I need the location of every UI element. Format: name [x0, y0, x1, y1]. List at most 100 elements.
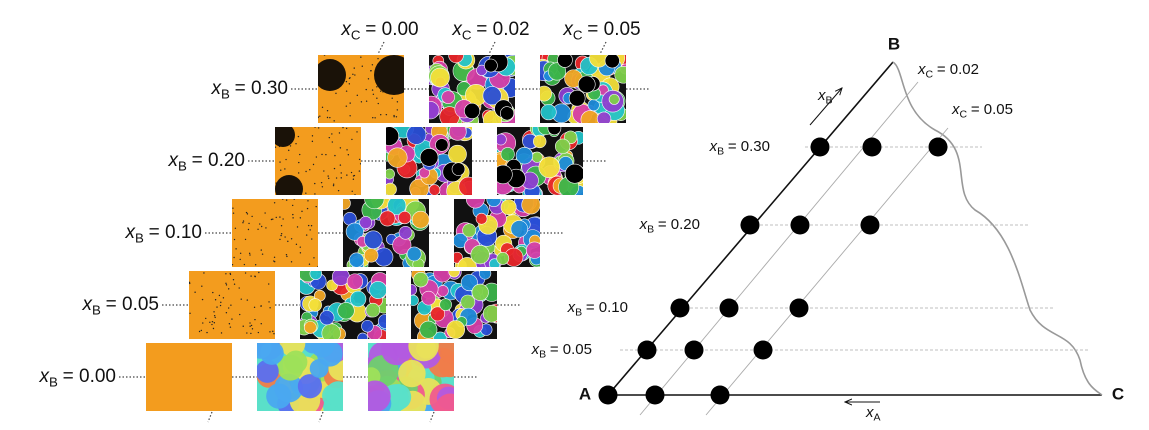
grain: [399, 226, 412, 239]
grain: [501, 200, 516, 215]
void: [435, 139, 448, 152]
label: xB= 0.10: [125, 222, 202, 245]
grain: [384, 183, 397, 196]
speck: [301, 211, 302, 212]
speck: [396, 116, 397, 117]
grain: [364, 248, 378, 262]
speck: [341, 172, 342, 173]
grain: [437, 285, 448, 296]
speck: [251, 216, 252, 217]
speck: [392, 97, 393, 98]
speck: [234, 283, 235, 284]
speck: [318, 127, 319, 128]
speck: [282, 198, 283, 199]
speck: [274, 257, 275, 258]
speck: [305, 192, 306, 193]
speck: [313, 257, 314, 258]
speck: [233, 212, 234, 213]
microstructure: [406, 264, 506, 345]
speck: [333, 183, 334, 184]
speck: [235, 228, 236, 229]
grain: [360, 216, 372, 228]
label-sub: B: [221, 86, 230, 101]
speck: [324, 54, 325, 55]
speck: [317, 266, 318, 267]
label: xC= 0.05: [562, 19, 640, 42]
speck: [276, 217, 277, 218]
speck: [279, 216, 280, 217]
label-sub: C: [960, 108, 968, 120]
cluster: [271, 123, 295, 147]
speck: [250, 275, 251, 276]
speck: [258, 272, 259, 273]
void: [494, 165, 513, 184]
composition-point: [861, 216, 880, 235]
speck: [288, 150, 289, 151]
speck: [376, 98, 377, 99]
grain: [369, 281, 386, 298]
grain: [416, 339, 436, 359]
grain: [310, 359, 329, 378]
label: xB= 0.20: [639, 216, 700, 235]
grain: [407, 125, 426, 144]
speck: [209, 322, 210, 323]
speck: [292, 205, 293, 206]
speck: [264, 212, 265, 213]
speck: [299, 154, 300, 155]
composition-point: [754, 341, 773, 360]
speck: [328, 178, 329, 179]
speck: [297, 226, 298, 227]
speck: [255, 264, 256, 265]
grain: [309, 299, 322, 312]
label: xB= 0.20: [168, 150, 245, 173]
speck: [203, 272, 204, 273]
speck: [221, 332, 222, 333]
speck: [366, 100, 367, 101]
composition-point: [929, 138, 948, 157]
speck: [325, 154, 326, 155]
speck: [307, 208, 308, 209]
label-sub: B: [49, 374, 58, 389]
speck: [229, 323, 230, 324]
microstructure: [314, 54, 414, 123]
dotted-guide: [489, 42, 495, 54]
grain: [449, 123, 466, 140]
grain: [359, 381, 391, 413]
speck: [346, 149, 347, 150]
speck: [287, 241, 288, 242]
speck: [199, 331, 200, 332]
grain: [479, 268, 491, 280]
speck: [292, 217, 293, 218]
grain: [447, 321, 465, 339]
grain: [398, 360, 425, 387]
speck: [362, 66, 363, 67]
speck: [309, 169, 310, 170]
speck: [194, 292, 195, 293]
grain: [406, 284, 417, 295]
grain: [420, 321, 437, 338]
speck: [313, 164, 314, 165]
speck: [261, 226, 262, 227]
label: xB= 0.05: [531, 341, 592, 360]
grain: [476, 213, 487, 224]
composition-point: [638, 341, 657, 360]
speck: [346, 81, 347, 82]
grain: [449, 48, 464, 63]
label-sub: B: [575, 306, 582, 318]
speck: [262, 253, 263, 254]
speck: [279, 161, 280, 162]
speck: [228, 288, 229, 289]
label-text: = 0.30: [728, 138, 770, 155]
label: xB= 0.05: [82, 294, 159, 317]
grain: [459, 177, 478, 196]
label: xA: [865, 404, 881, 423]
speck: [271, 219, 272, 220]
speck: [257, 229, 258, 230]
speck: [213, 311, 214, 312]
grain: [555, 139, 570, 154]
speck: [300, 217, 301, 218]
speck: [354, 175, 355, 176]
figure: xB= 0.30xB= 0.20xB= 0.10xB= 0.05xB= 0.00…: [0, 0, 1149, 430]
speck: [246, 212, 247, 213]
speck: [348, 154, 349, 155]
